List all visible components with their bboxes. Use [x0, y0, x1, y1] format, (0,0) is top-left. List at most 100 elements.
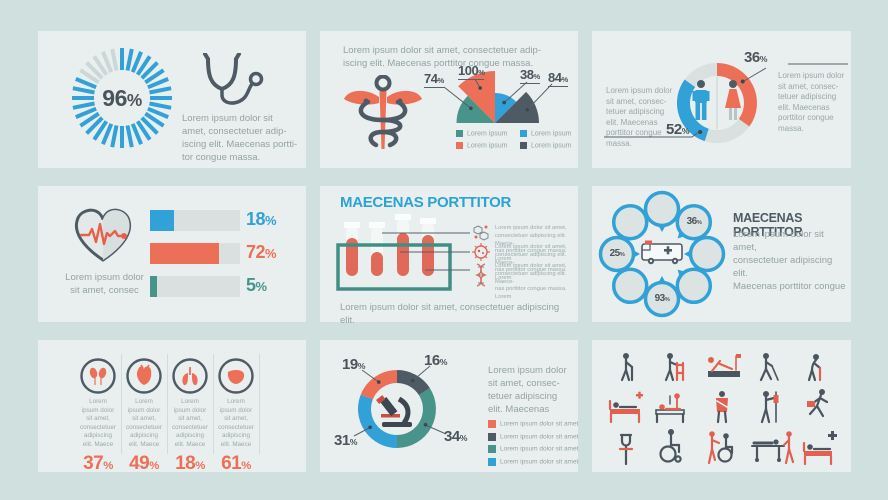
organ-text: Lorem ipsum dolor sit amet, consectetuer… [171, 398, 209, 448]
blind-person-icon [759, 353, 779, 382]
panel-pictograms [592, 340, 851, 472]
tube-note-3: Lorem ipsum dolor sit amet, consectetuer… [495, 263, 567, 301]
bar-fill-72 [150, 243, 219, 264]
clinic-bed-icon [802, 431, 837, 466]
legend-item: Lorem ipsum dolor sit amet [488, 420, 578, 428]
organ-text: Lorem ipsum dolor sit amet, consectetuer… [217, 398, 255, 448]
legend-swatch-blue [520, 130, 527, 137]
donut2-label-19: 19% [342, 356, 365, 373]
fan-label-38: 38% [520, 67, 540, 84]
test-tube [369, 222, 385, 276]
bubble-ring-chart [598, 190, 726, 318]
test-tube [344, 222, 360, 276]
stethoscope-icon [203, 53, 264, 105]
panel2-intro-text: Lorem ipsum dolor sit amet, consectetuer… [343, 45, 542, 70]
donut2-label-34: 34% [444, 428, 467, 445]
panel5-footer: Lorem ipsum dolor sit amet, consectetuer… [340, 302, 560, 327]
kidneys-icon [80, 358, 116, 394]
fan-chart [443, 70, 553, 123]
panel3-right-text: Lorem ipsum dolor sit amet, consec- tetu… [778, 71, 845, 133]
test-tubes-graphic [336, 214, 490, 291]
legend-item: Lorem ipsum [456, 142, 507, 149]
person-with-walker-icon [664, 353, 685, 382]
elderly-with-cane-icon [807, 354, 822, 382]
heart-pulse-icon [74, 208, 132, 262]
fan-label-100: 100% [458, 63, 485, 80]
legend-item: Lorem ipsum [520, 142, 571, 149]
stomach-icon [218, 358, 254, 394]
legend-item: Lorem ipsum [456, 130, 507, 137]
legend-swatch-red [456, 142, 463, 149]
legend-swatch-red [488, 420, 496, 428]
legend-swatch-dark [488, 432, 496, 441]
bar-fill-5 [150, 276, 157, 297]
organ-text: Lorem ipsum dolor sit amet, consectetuer… [79, 398, 117, 448]
bar-track [150, 243, 240, 264]
bubble-label-25: 25% [609, 248, 625, 259]
organ-column: Lorem ipsum dolor sit amet, consectetuer… [213, 398, 259, 475]
organ-pct-49: 49% [129, 453, 159, 474]
tube-note-1: Lorem ipsum dolor sit amet, consectetuer… [495, 225, 567, 263]
male-icon [692, 80, 710, 120]
panel-radial-progress: 96% Lorem ipsum dolor sit amet, consecte… [38, 31, 306, 168]
organ-pct-61: 61% [221, 453, 251, 474]
wheelchair-assist-icon [707, 431, 734, 465]
bar-label-18: 18% [246, 209, 277, 229]
bar-label-5: 5% [246, 275, 267, 295]
donut-label-52: 52% [666, 121, 689, 138]
fan-label-84: 84% [548, 70, 568, 87]
panel8-body: Lorem ipsum dolor sit amet, consec- tetu… [488, 365, 567, 416]
column-divider [121, 354, 122, 454]
legend-swatch-teal [456, 130, 463, 137]
column-divider [213, 354, 214, 454]
female-icon [725, 80, 741, 120]
column-divider [259, 354, 260, 454]
panel-test-tubes: MAECENAS PORTTITOR [320, 186, 578, 326]
pictogram-grid [608, 353, 837, 466]
legend-swatch-teal [488, 445, 496, 453]
organ-text: Lorem ipsum dolor sit amet, consectetuer… [125, 398, 163, 448]
panel6-body: Lorem ipsum dolor sit amet, consectetuer… [733, 229, 846, 293]
legend-item: Lorem ipsum dolor sit amet [488, 445, 578, 453]
fan-label-74: 74% [424, 71, 444, 88]
tube-rack [336, 243, 452, 291]
bar-fill-18 [150, 210, 174, 231]
molecule-icon [473, 225, 489, 241]
caduceus-icon [344, 75, 422, 149]
panel-heart-bars: Lorem ipsum dolor sit amet, consec 18% 7… [38, 186, 306, 322]
donut2-label-31: 31% [334, 432, 357, 449]
radial-tick-chart [72, 48, 172, 148]
adjustable-bed-icon [708, 354, 741, 377]
virus-icon [472, 243, 490, 261]
organ-column: Lorem ipsum dolor sit amet, consectetuer… [121, 398, 167, 475]
organ-pct-37: 37% [83, 453, 113, 474]
panel1-body-text: Lorem ipsum dolor sit amet, consectetuer… [182, 113, 298, 164]
panel3-left-text: Lorem ipsum dolor sit amet, consec- tetu… [606, 86, 673, 148]
running-medic-icon [807, 389, 829, 418]
panel-organ-stats: Lorem ipsum dolor sit amet, consectetuer… [38, 340, 306, 475]
bubble-label-36: 36% [686, 216, 702, 227]
donut-label-36: 36% [744, 49, 767, 66]
person-with-cane-icon [620, 353, 634, 382]
bubbles [598, 190, 726, 318]
legend-swatch-blue [488, 457, 496, 466]
bar-track [150, 276, 240, 297]
panel8-legend: Lorem ipsum dolor sit amet Lorem ipsum d… [488, 420, 578, 470]
panel-fan-chart: Lorem ipsum dolor sit amet, consectetuer… [320, 31, 578, 168]
donut2-label-16: 16% [424, 352, 447, 369]
arm-sling-icon [716, 391, 728, 424]
bubble-label-93: 93% [654, 293, 670, 304]
column-divider [167, 354, 168, 454]
microscope-donut-chart [353, 365, 447, 448]
legend-item: Lorem ipsum [520, 130, 571, 137]
panel-microscope-donut: 19% 16% 31% 34% Lorem ipsum dolor sit am… [320, 340, 578, 472]
gender-donut-chart [604, 63, 848, 143]
legend-item: Lorem ipsum dolor sit amet [488, 457, 578, 466]
panel6-title: MAECENAS PORTTITOR [733, 211, 803, 239]
stretcher-icon [751, 431, 795, 465]
heart-organ-icon [126, 358, 162, 394]
organ-column: Lorem ipsum dolor sit amet, consectetuer… [75, 398, 121, 475]
iv-drip-icon [760, 391, 779, 424]
bar-track [150, 210, 240, 231]
